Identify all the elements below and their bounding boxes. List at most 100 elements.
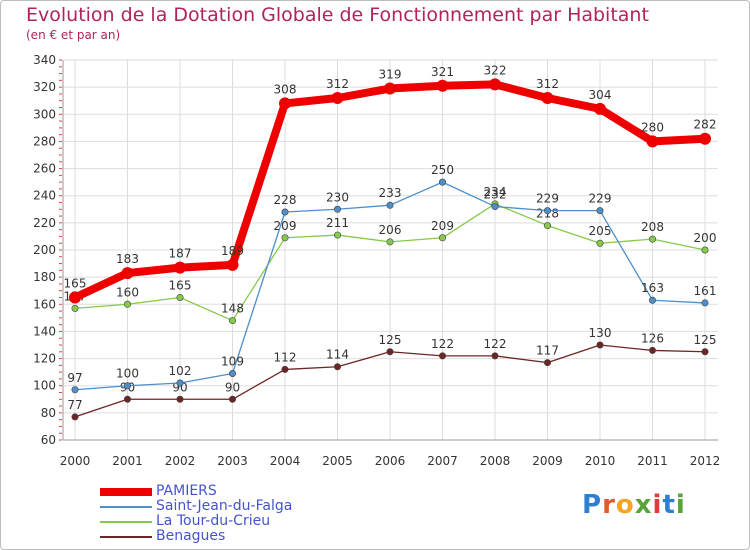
data-point — [176, 379, 184, 387]
data-point — [438, 178, 446, 186]
data-label: 209 — [431, 219, 454, 233]
logo-letter: P — [582, 490, 603, 520]
logo-letter: r — [602, 490, 616, 520]
data-point — [648, 235, 656, 243]
data-point — [701, 246, 709, 254]
data-label: 234 — [484, 185, 507, 199]
data-point — [594, 102, 606, 115]
data-label: 229 — [589, 192, 612, 206]
data-label: 122 — [484, 337, 507, 351]
data-label: 102 — [169, 364, 192, 378]
data-label: 126 — [641, 331, 664, 345]
data-label: 112 — [274, 350, 297, 364]
legend-item: Saint-Jean-du-Falga — [100, 499, 292, 514]
data-point — [121, 267, 134, 280]
data-label: 90 — [225, 380, 240, 394]
data-point — [124, 395, 132, 403]
y-tick-label: 60 — [41, 433, 56, 447]
x-tick-label: 2011 — [637, 454, 668, 468]
logo-letter: i — [652, 490, 663, 520]
data-point — [71, 386, 79, 394]
data-label: 183 — [116, 252, 139, 266]
x-tick-label: 2008 — [480, 454, 511, 468]
y-tick-label: 240 — [33, 189, 56, 203]
data-point — [333, 363, 341, 371]
data-point — [386, 238, 394, 246]
data-point — [543, 207, 551, 215]
x-tick-label: 2002 — [165, 454, 196, 468]
data-point — [596, 239, 604, 247]
data-point — [281, 208, 289, 216]
data-point — [701, 299, 709, 307]
data-label: 229 — [536, 192, 559, 206]
y-tick-label: 120 — [33, 352, 56, 366]
y-tick-label: 260 — [33, 162, 56, 176]
data-point — [229, 395, 237, 403]
data-point — [174, 261, 186, 274]
data-label: 165 — [169, 279, 192, 293]
data-label: 163 — [641, 281, 664, 295]
data-label: 130 — [589, 326, 612, 340]
logo-letter: o — [615, 490, 635, 520]
x-tick-label: 2010 — [585, 454, 616, 468]
data-label: 125 — [694, 333, 717, 347]
data-label: 282 — [694, 118, 717, 132]
data-point — [701, 348, 709, 356]
data-label: 312 — [536, 77, 559, 91]
data-label: 208 — [641, 220, 664, 234]
data-label: 206 — [379, 223, 402, 237]
data-label: 211 — [326, 216, 349, 230]
data-point — [279, 97, 291, 110]
data-point — [543, 359, 551, 367]
legend-label: Benagues — [156, 528, 226, 544]
data-point — [438, 352, 446, 360]
y-tick-label: 100 — [33, 379, 56, 393]
data-label: 109 — [221, 355, 244, 369]
data-point — [331, 92, 344, 104]
y-tick-label: 320 — [33, 80, 56, 94]
data-point — [281, 234, 289, 242]
proxiti-logo[interactable]: Proxiti — [582, 490, 686, 520]
data-point — [436, 79, 449, 92]
data-point — [226, 258, 239, 271]
data-point — [699, 132, 711, 145]
x-tick-label: 2006 — [375, 454, 406, 468]
data-point — [333, 205, 341, 213]
data-label: 319 — [379, 68, 402, 82]
logo-letter: i — [675, 490, 686, 520]
data-point — [596, 207, 604, 215]
data-point — [491, 352, 499, 360]
legend-item: Benagues — [100, 529, 292, 544]
data-label: 230 — [326, 190, 349, 204]
y-tick-label: 160 — [33, 297, 56, 311]
data-label: 233 — [379, 186, 402, 200]
data-point — [281, 365, 289, 373]
chart-subtitle: (en € et par an) — [26, 28, 121, 42]
y-tick-label: 280 — [33, 134, 56, 148]
legend-label: PAMIERS — [156, 483, 217, 499]
chart-title: Evolution de la Dotation Globale de Fonc… — [26, 4, 649, 26]
data-label: 232 — [484, 188, 507, 202]
data-point — [124, 382, 132, 390]
data-point — [229, 369, 237, 377]
data-label: 189 — [221, 244, 244, 258]
data-label: 117 — [536, 344, 559, 358]
data-point — [541, 92, 554, 104]
data-label: 312 — [326, 77, 349, 91]
legend-label: Saint-Jean-du-Falga — [156, 498, 293, 514]
data-point — [69, 291, 81, 304]
legend-item: La Tour-du-Crieu — [100, 514, 292, 529]
data-point — [438, 234, 446, 242]
data-label: 125 — [379, 333, 402, 347]
data-point — [543, 222, 551, 230]
data-point — [386, 348, 394, 356]
data-label: 250 — [431, 163, 454, 177]
data-point — [596, 341, 604, 349]
x-tick-label: 2004 — [270, 454, 301, 468]
data-label: 280 — [641, 120, 664, 134]
y-tick-label: 140 — [33, 324, 56, 338]
data-point — [648, 296, 656, 304]
y-tick-label: 200 — [33, 243, 56, 257]
data-point — [386, 201, 394, 209]
